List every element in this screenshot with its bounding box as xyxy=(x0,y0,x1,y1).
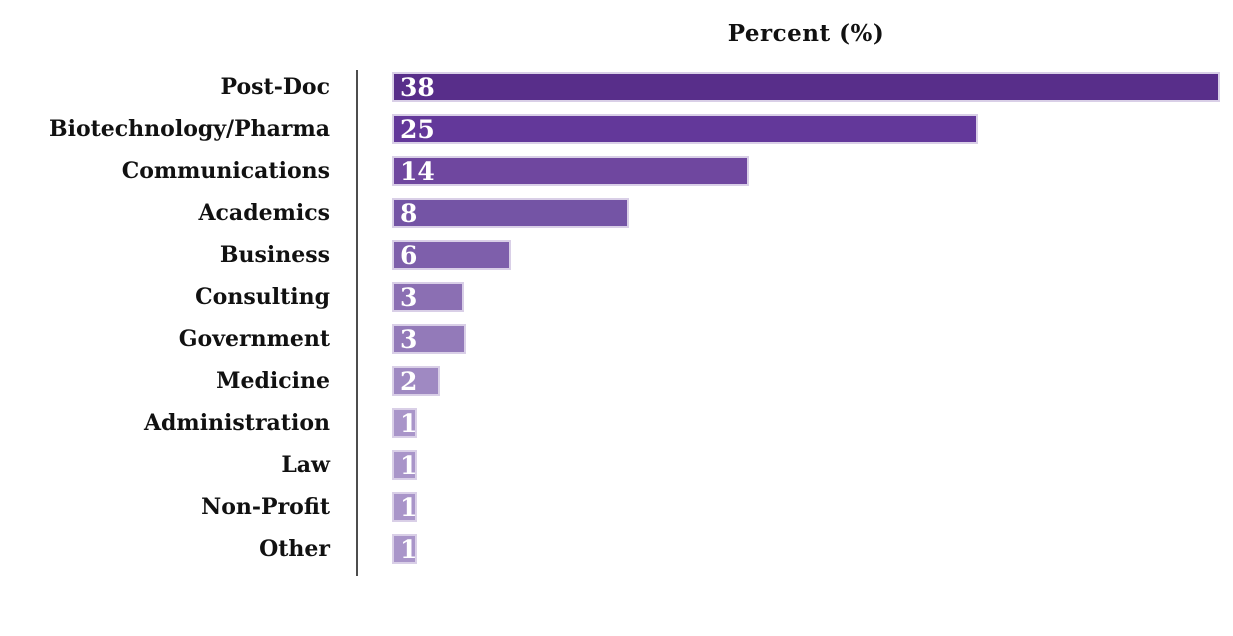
bar-value-label-biotechnology-pharma: 25 xyxy=(400,115,435,144)
bar-government: 3 xyxy=(392,324,466,354)
bar-value-label-law: 1 xyxy=(400,451,418,480)
category-label-business: Business xyxy=(219,242,330,268)
bar-communications: 14 xyxy=(392,156,749,186)
bar-administration: 1 xyxy=(392,408,417,438)
bar-business: 6 xyxy=(392,240,511,270)
category-label-post-doc: Post-Doc xyxy=(220,74,330,100)
bar-value-label-government: 3 xyxy=(400,325,418,354)
bar-value-label-communications: 14 xyxy=(400,157,435,186)
bar-law: 1 xyxy=(392,450,417,480)
bar-consulting: 3 xyxy=(392,282,464,312)
bar-academics: 8 xyxy=(392,198,629,228)
category-label-communications: Communications xyxy=(121,158,330,184)
bar-value-label-administration: 1 xyxy=(400,409,418,438)
y-axis-line xyxy=(356,70,358,576)
bar-non-profit: 1 xyxy=(392,492,417,522)
bar-biotechnology-pharma: 25 xyxy=(392,114,978,144)
bar-medicine: 2 xyxy=(392,366,440,396)
category-label-biotechnology-pharma: Biotechnology/Pharma xyxy=(49,116,330,142)
category-label-law: Law xyxy=(281,452,330,478)
bar-value-label-business: 6 xyxy=(400,241,418,270)
bar-value-label-consulting: 3 xyxy=(400,283,418,312)
bar-post-doc: 38 xyxy=(392,72,1220,102)
category-label-non-profit: Non-Profit xyxy=(201,494,330,520)
category-label-government: Government xyxy=(178,326,330,352)
chart-title: Percent (%) xyxy=(727,20,885,47)
bar-other: 1 xyxy=(392,534,417,564)
category-label-medicine: Medicine xyxy=(216,368,330,394)
category-label-consulting: Consulting xyxy=(195,284,330,310)
category-label-administration: Administration xyxy=(143,410,330,436)
bar-value-label-other: 1 xyxy=(400,535,418,564)
bar-value-label-academics: 8 xyxy=(400,199,418,228)
category-label-other: Other xyxy=(259,536,330,562)
bar-value-label-medicine: 2 xyxy=(400,367,418,396)
bar-value-label-post-doc: 38 xyxy=(400,73,435,102)
category-label-academics: Academics xyxy=(198,200,330,226)
bar-value-label-non-profit: 1 xyxy=(400,493,418,522)
